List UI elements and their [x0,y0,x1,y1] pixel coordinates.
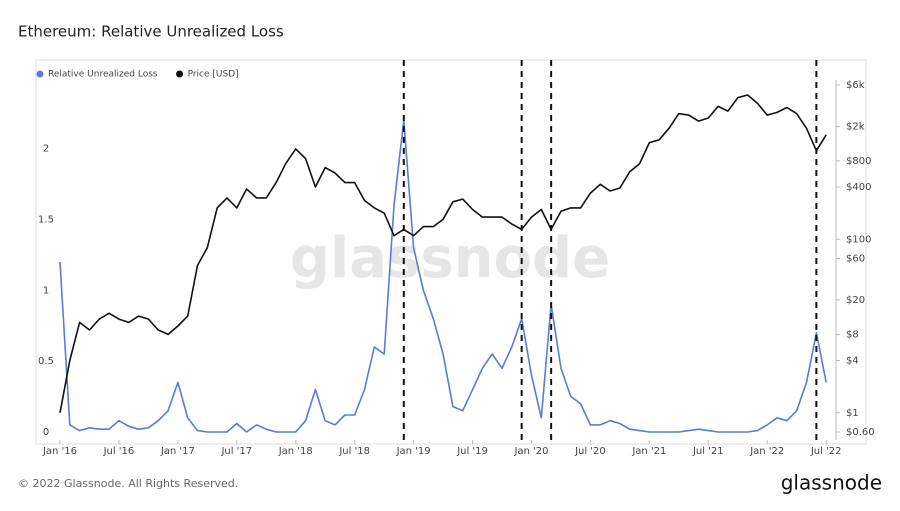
y2-tick-label: $800 [846,156,871,167]
y2-tick-label: $1 [846,408,859,419]
x-tick-label: Jul '21 [692,446,724,457]
x-tick-label: Jan '19 [396,446,431,457]
logo: glassnode [781,471,882,495]
y2-tick-label: $2k [846,121,865,132]
legend-marker [36,70,44,78]
x-tick-label: Jan '16 [42,446,77,457]
y2-tick-label: $4 [846,356,859,367]
y2-tick-label: $400 [846,182,871,193]
y2-tick-label: $8 [846,329,859,340]
y2-tick-label: $60 [846,254,865,265]
y-tick-label: 1 [43,285,49,296]
y2-tick-label: $0.60 [846,427,875,438]
chart-title: Ethereum: Relative Unrealized Loss [18,23,284,41]
x-tick-label: Jul '16 [103,446,135,457]
chart-frame [35,59,867,445]
y-tick-label: 2 [43,144,49,155]
x-tick-label: Jan '21 [631,446,666,457]
x-tick-label: Jan '22 [749,446,784,457]
legend-label: Relative Unrealized Loss [48,70,158,80]
watermark: glassnode [290,226,610,291]
series-line [59,94,827,413]
y-tick-label: 1.5 [38,215,54,226]
x-tick-label: Jan '20 [513,446,548,457]
legend-label: Price [USD] [188,70,239,80]
x-tick-label: Jan '18 [278,446,313,457]
x-tick-label: Jul '18 [338,446,370,457]
x-tick-label: Jan '17 [160,446,195,457]
y-tick-label: 0 [43,427,49,438]
legend-marker [176,70,184,78]
x-tick-label: Jul '22 [810,446,842,457]
y2-tick-label: $6k [846,80,865,91]
copyright: © 2022 Glassnode. All Rights Reserved. [18,477,238,490]
x-tick-label: Jul '20 [574,446,606,457]
x-tick-label: Jul '19 [456,446,488,457]
y2-tick-label: $20 [846,295,865,306]
series-line [59,119,827,433]
y2-tick-label: $100 [846,234,871,245]
y-tick-label: 0.5 [38,356,54,367]
x-tick-label: Jul '17 [220,446,252,457]
